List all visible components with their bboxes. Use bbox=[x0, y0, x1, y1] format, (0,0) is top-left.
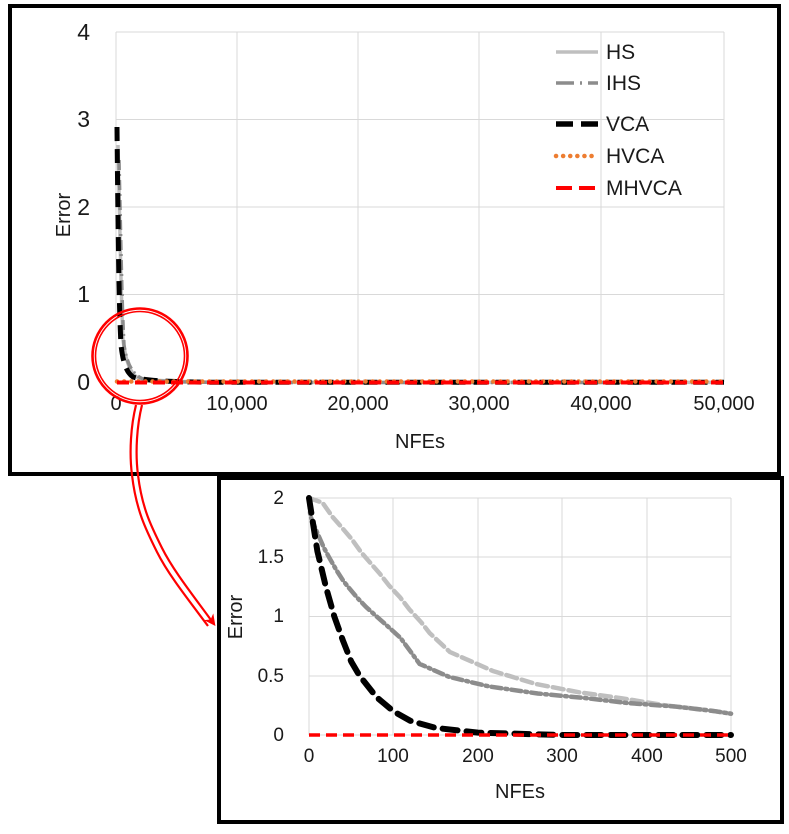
svg-text:NFEs: NFEs bbox=[395, 431, 445, 453]
svg-text:IHS: IHS bbox=[606, 72, 641, 95]
svg-text:VCA: VCA bbox=[606, 113, 649, 136]
svg-text:20,000: 20,000 bbox=[327, 393, 388, 415]
svg-text:Error: Error bbox=[53, 192, 75, 237]
svg-text:3: 3 bbox=[77, 106, 90, 132]
svg-text:2: 2 bbox=[77, 194, 90, 220]
svg-text:0: 0 bbox=[77, 369, 90, 395]
svg-text:1: 1 bbox=[77, 281, 90, 307]
svg-text:HS: HS bbox=[606, 41, 635, 64]
svg-text:MHVCA: MHVCA bbox=[606, 177, 682, 200]
svg-text:2: 2 bbox=[273, 488, 284, 509]
svg-text:1: 1 bbox=[273, 606, 284, 627]
svg-text:0: 0 bbox=[304, 746, 315, 767]
svg-text:50,000: 50,000 bbox=[693, 393, 754, 415]
svg-text:0.5: 0.5 bbox=[258, 666, 284, 687]
svg-text:300: 300 bbox=[546, 746, 578, 767]
svg-text:NFEs: NFEs bbox=[495, 781, 545, 803]
svg-text:10,000: 10,000 bbox=[206, 393, 267, 415]
svg-text:40,000: 40,000 bbox=[570, 393, 631, 415]
svg-text:30,000: 30,000 bbox=[448, 393, 509, 415]
svg-text:Error: Error bbox=[225, 594, 247, 639]
svg-text:0: 0 bbox=[273, 725, 284, 746]
svg-text:400: 400 bbox=[631, 746, 663, 767]
svg-text:HVCA: HVCA bbox=[606, 145, 664, 168]
svg-text:200: 200 bbox=[462, 746, 494, 767]
svg-text:4: 4 bbox=[77, 19, 90, 45]
svg-text:100: 100 bbox=[377, 746, 409, 767]
svg-text:1.5: 1.5 bbox=[258, 547, 284, 568]
svg-text:500: 500 bbox=[715, 746, 747, 767]
